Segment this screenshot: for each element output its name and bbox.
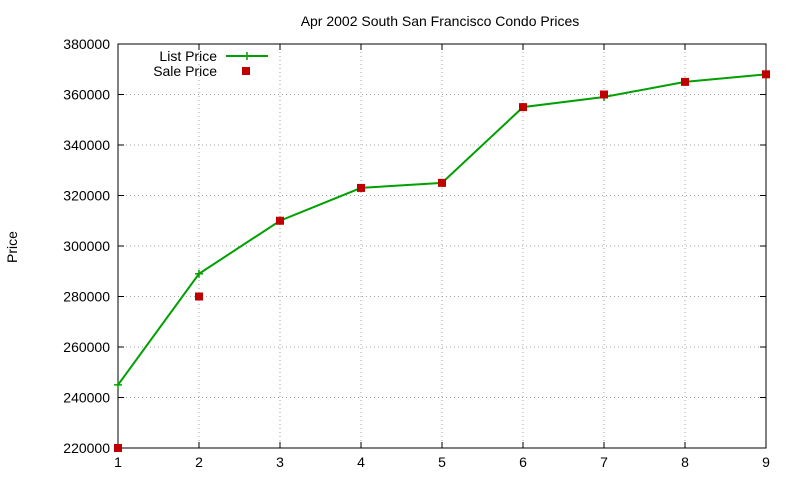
x-tick-label: 5 xyxy=(438,454,446,470)
legend-marker-sale-price xyxy=(242,67,250,75)
list-price-point xyxy=(114,380,122,389)
grid-lines xyxy=(118,44,766,448)
y-tick-label: 240000 xyxy=(63,390,110,406)
sale-price-point xyxy=(195,292,203,301)
x-tick-label: 1 xyxy=(114,454,122,470)
sale-price-point xyxy=(681,77,689,86)
y-tick-label: 260000 xyxy=(63,339,110,355)
legend-label-list-price: List Price xyxy=(159,48,217,64)
y-tick-label: 320000 xyxy=(63,188,110,204)
y-tick-label: 220000 xyxy=(63,440,110,456)
legend-marker-list-price xyxy=(243,52,251,60)
sale-price-point xyxy=(357,183,365,192)
x-tick-label: 2 xyxy=(195,454,203,470)
y-tick-label: 380000 xyxy=(63,36,110,52)
sale-price-point xyxy=(519,103,527,112)
y-tick-label: 360000 xyxy=(63,87,110,103)
x-tick-label: 6 xyxy=(519,454,527,470)
chart-title: Apr 2002 South San Francisco Condo Price… xyxy=(301,13,580,29)
series-layer xyxy=(114,70,770,452)
y-tick-label: 280000 xyxy=(63,289,110,305)
y-axis-label: Price xyxy=(4,231,20,263)
sale-price-point xyxy=(600,90,608,99)
x-tick-label: 7 xyxy=(600,454,608,470)
y-tick-label: 300000 xyxy=(63,238,110,254)
legend-label-sale-price: Sale Price xyxy=(153,63,217,79)
sale-price-point xyxy=(438,178,446,187)
x-tick-label: 8 xyxy=(681,454,689,470)
sale-price-point xyxy=(114,444,122,452)
x-tick-label: 4 xyxy=(357,454,365,470)
axis-ticks: 220000 240000 260000 280000 300000 320000 3400… xyxy=(63,36,770,470)
x-tick-label: 3 xyxy=(276,454,284,470)
x-tick-label: 9 xyxy=(762,454,770,470)
sale-price-point xyxy=(276,216,284,225)
sale-price-point xyxy=(762,70,770,79)
list-price-point xyxy=(195,269,203,278)
y-tick-label: 340000 xyxy=(63,137,110,153)
